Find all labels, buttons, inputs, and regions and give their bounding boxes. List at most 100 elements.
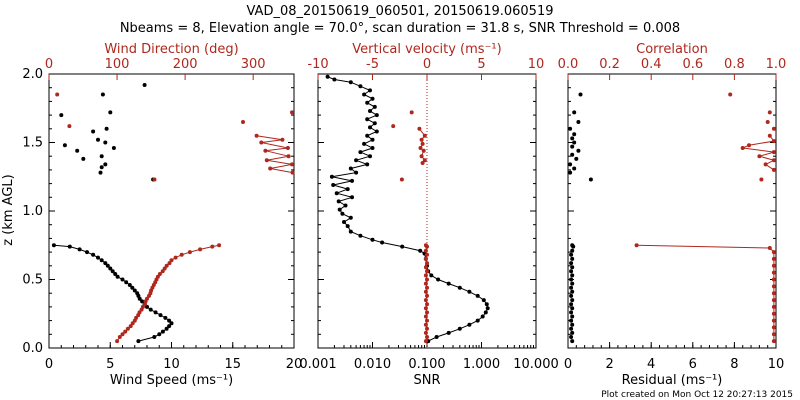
- data-point: [362, 141, 367, 146]
- data-point: [425, 277, 429, 282]
- bottom-tick-label: 0: [564, 357, 572, 372]
- data-point: [767, 246, 772, 250]
- top-tick-label: 10: [528, 57, 545, 72]
- data-point: [771, 311, 776, 316]
- top-tick-label: 300: [241, 57, 266, 72]
- data-point: [372, 121, 377, 126]
- data-point: [423, 298, 428, 303]
- data-point: [423, 306, 428, 311]
- data-point: [167, 324, 172, 329]
- data-point: [771, 139, 776, 144]
- data-point: [130, 285, 135, 290]
- series-residual: [568, 92, 593, 344]
- data-point: [771, 158, 776, 163]
- top-tick-label: -10: [307, 57, 328, 72]
- data-point: [268, 166, 273, 171]
- data-point: [334, 191, 339, 196]
- bottom-tick-label: 8: [730, 357, 738, 372]
- data-point: [108, 110, 113, 115]
- bottom-tick-label: 0.100: [408, 357, 445, 372]
- data-point: [67, 124, 72, 129]
- data-point: [572, 166, 577, 171]
- data-point: [422, 133, 427, 138]
- data-point: [91, 129, 96, 134]
- data-point: [765, 120, 770, 124]
- data-point: [155, 274, 160, 279]
- z-axis-label: z (km AGL): [1, 174, 16, 245]
- data-point: [467, 322, 472, 327]
- data-point: [368, 88, 372, 93]
- data-point: [425, 252, 429, 257]
- data-point: [570, 314, 575, 319]
- data-point: [348, 229, 353, 234]
- data-point: [85, 250, 89, 255]
- data-point: [771, 250, 776, 255]
- data-point: [569, 326, 574, 331]
- bottom-tick-label: 0.010: [354, 357, 391, 372]
- data-point: [136, 339, 141, 344]
- data-point: [391, 124, 396, 129]
- bottom-tick-label: 15: [224, 357, 241, 372]
- data-point: [420, 161, 425, 165]
- data-point: [570, 322, 575, 327]
- data-point: [728, 92, 733, 97]
- data-point: [771, 304, 776, 309]
- data-point: [771, 167, 776, 172]
- data-point: [446, 330, 451, 335]
- data-point: [108, 266, 113, 271]
- top-axis-label: Correlation: [636, 42, 708, 57]
- bottom-tick-label: 10.000: [513, 357, 559, 372]
- data-point: [574, 156, 579, 161]
- data-point: [425, 293, 429, 298]
- series-line: [53, 244, 173, 342]
- data-point: [285, 146, 290, 150]
- data-point: [399, 177, 404, 182]
- series-wind-direction: [55, 92, 295, 344]
- data-point: [570, 152, 575, 157]
- top-tick-label: 1.0: [766, 57, 787, 72]
- data-point: [120, 332, 125, 337]
- plot-frame: [48, 73, 295, 349]
- data-point: [425, 302, 429, 307]
- data-point: [368, 154, 372, 159]
- data-point: [759, 177, 764, 182]
- title-line-1: VAD_08_20150619_060501, 20150619.060519: [247, 4, 554, 19]
- bottom-tick-label: 0: [45, 357, 53, 372]
- bottom-tick-label: 6: [689, 357, 697, 372]
- series-snr: [325, 74, 490, 344]
- data-point: [423, 322, 428, 327]
- bottom-tick-label: 5: [106, 357, 114, 372]
- data-point: [117, 335, 122, 339]
- data-point: [417, 126, 422, 131]
- data-point: [142, 83, 147, 87]
- data-point: [332, 77, 337, 82]
- data-point: [370, 96, 375, 101]
- data-point: [475, 318, 480, 323]
- data-point: [374, 129, 379, 134]
- data-point: [568, 162, 573, 167]
- data-point: [569, 269, 574, 274]
- data-point: [771, 256, 776, 261]
- data-point: [96, 255, 100, 260]
- series-wind-speed: [51, 83, 174, 344]
- data-point: [570, 248, 575, 253]
- data-point: [740, 146, 745, 150]
- data-point: [103, 140, 108, 145]
- data-point: [358, 150, 363, 155]
- data-point: [104, 126, 109, 131]
- data-point: [423, 281, 428, 286]
- data-point: [434, 335, 439, 339]
- data-point: [423, 314, 428, 319]
- data-point: [264, 158, 269, 163]
- data-point: [98, 170, 103, 175]
- data-point: [422, 158, 427, 163]
- data-point: [173, 255, 178, 260]
- data-point: [99, 154, 104, 159]
- data-point: [290, 170, 295, 175]
- top-axis-label: Wind Direction (deg): [104, 42, 238, 57]
- data-point: [570, 298, 575, 303]
- data-point: [103, 261, 108, 266]
- z-tick-label: 1.0: [22, 204, 43, 219]
- top-tick-label: 100: [105, 57, 130, 72]
- data-point: [331, 183, 336, 187]
